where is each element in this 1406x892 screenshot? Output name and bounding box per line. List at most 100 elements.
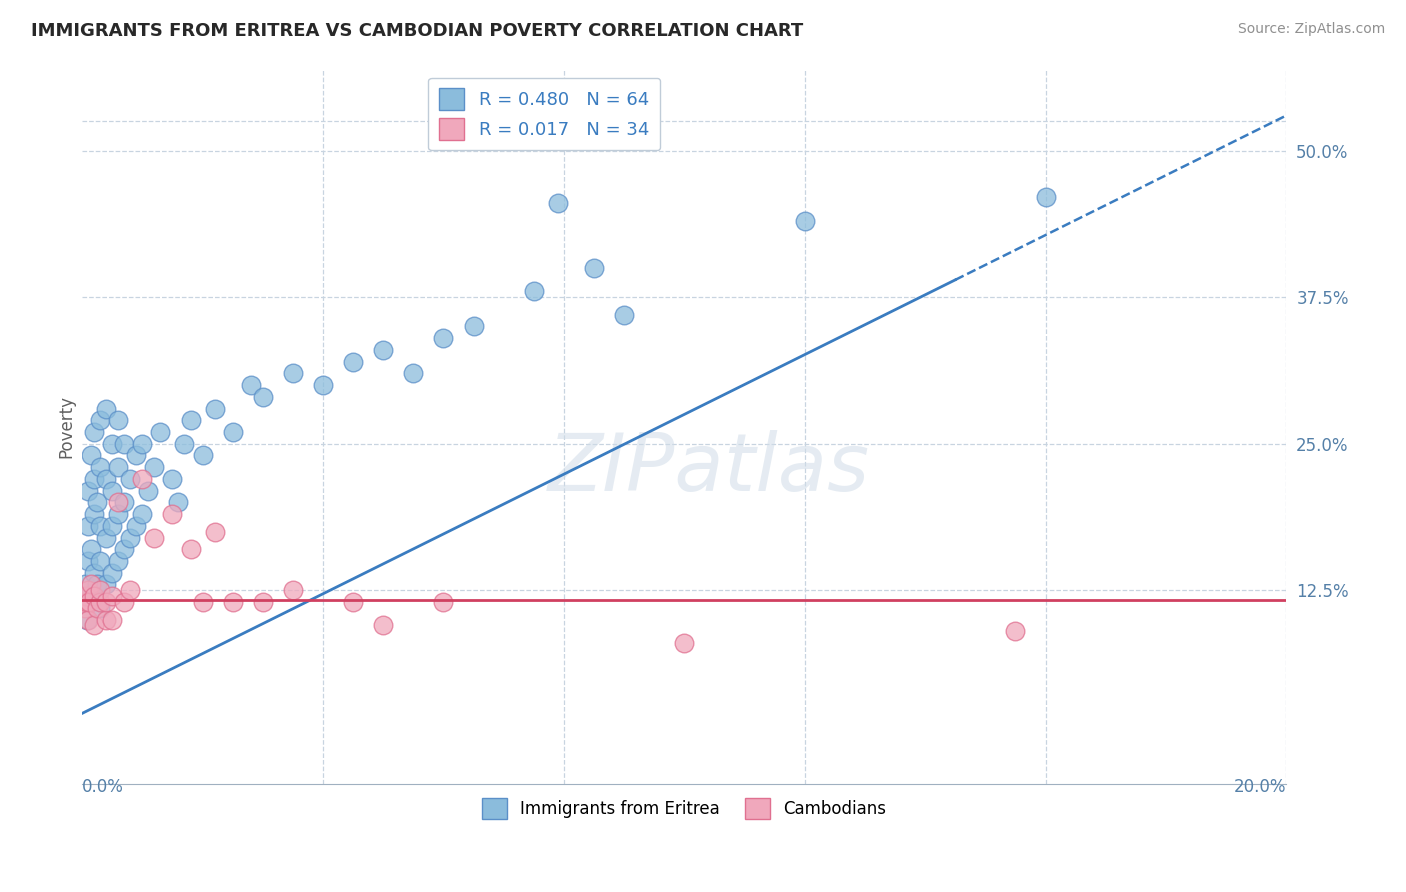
Point [204,401,226,416]
Point [162,507,184,521]
Point [79,595,101,609]
Point [96,577,118,591]
Point [112,436,135,450]
Point [89,595,111,609]
Point [107,413,129,427]
Point [281,583,304,598]
Point [83,566,105,580]
Point [83,618,105,632]
Point [89,554,111,568]
Point [793,214,815,228]
Point [120,583,142,598]
Point [252,390,274,404]
Point [101,589,124,603]
Text: Source: ZipAtlas.com: Source: ZipAtlas.com [1237,22,1385,37]
Text: 0.0%: 0.0% [82,778,124,796]
Point [77,518,100,533]
Point [131,436,153,450]
Point [342,354,364,368]
Text: ZIPatlas: ZIPatlas [547,430,869,508]
Point [120,531,142,545]
Text: IMMIGRANTS FROM ERITREA VS CAMBODIAN POVERTY CORRELATION CHART: IMMIGRANTS FROM ERITREA VS CAMBODIAN POV… [31,22,803,40]
Point [463,319,485,334]
Point [239,378,262,392]
Point [125,449,148,463]
Point [83,507,105,521]
Point [101,566,124,580]
Point [75,577,97,591]
Point [143,531,166,545]
Point [125,518,148,533]
Point [143,460,166,475]
Point [204,524,226,539]
Point [86,577,108,591]
Point [96,472,118,486]
Point [221,595,243,609]
Point [191,595,214,609]
Point [149,425,172,439]
Point [252,595,274,609]
Text: 20.0%: 20.0% [1234,778,1286,796]
Point [77,483,100,498]
Point [76,613,98,627]
Point [167,495,190,509]
Point [673,636,696,650]
Point [83,425,105,439]
Point [89,460,111,475]
Point [86,600,108,615]
Point [138,483,160,498]
Point [112,542,135,557]
Point [75,589,97,603]
Point [101,518,124,533]
Point [342,595,364,609]
Point [101,483,124,498]
Point [107,507,129,521]
Point [86,495,108,509]
Point [1035,190,1057,204]
Point [432,331,454,345]
Point [582,260,605,275]
Point [76,595,98,609]
Point [107,554,129,568]
Point [89,518,111,533]
Point [73,595,96,609]
Point [613,308,636,322]
Point [96,401,118,416]
Legend: Immigrants from Eritrea, Cambodians: Immigrants from Eritrea, Cambodians [475,792,893,825]
Point [96,595,118,609]
Point [89,583,111,598]
Point [80,542,103,557]
Point [107,495,129,509]
Point [77,554,100,568]
Point [79,589,101,603]
Point [221,425,243,439]
Point [1004,624,1026,639]
Point [120,472,142,486]
Point [112,495,135,509]
Point [77,583,100,598]
Point [180,413,202,427]
Point [162,472,184,486]
Point [180,542,202,557]
Point [101,613,124,627]
Point [432,595,454,609]
Y-axis label: Poverty: Poverty [58,394,75,458]
Point [80,449,103,463]
Point [96,531,118,545]
Point [281,367,304,381]
Point [101,436,124,450]
Point [75,600,97,615]
Point [80,577,103,591]
Point [547,196,569,211]
Point [96,613,118,627]
Point [112,595,135,609]
Point [191,449,214,463]
Point [173,436,195,450]
Point [107,460,129,475]
Point [373,343,395,357]
Point [89,600,111,615]
Point [77,613,100,627]
Point [131,472,153,486]
Point [89,413,111,427]
Point [131,507,153,521]
